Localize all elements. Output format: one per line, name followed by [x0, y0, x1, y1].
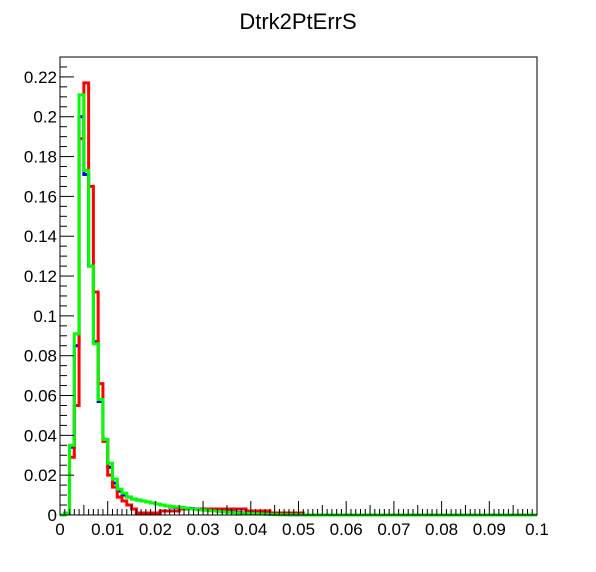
y-tick-label: 0.02 [24, 466, 57, 485]
y-tick-label: 0 [48, 506, 57, 525]
x-tick-label: 0.01 [91, 520, 124, 539]
x-tick-label: 0.1 [525, 520, 549, 539]
x-tick-label: 0.09 [473, 520, 506, 539]
y-tick-label: 0.16 [24, 187, 57, 206]
y-axis: 0 0.02 0.04 0.06 0.08 0.1 0.12 0.14 0.16 0.18 0.2 0… [24, 56, 74, 525]
y-tick-label: 0.22 [24, 68, 57, 87]
y-tick-label: 0.2 [33, 108, 57, 127]
x-tick-label: 0.05 [282, 520, 315, 539]
x-tick-label: 0.06 [330, 520, 363, 539]
y-tick-label: 0.14 [24, 227, 57, 246]
x-tick-label: 0.08 [425, 520, 458, 539]
y-tick-label: 0.12 [24, 267, 57, 286]
y-tick-label: 0.06 [24, 387, 57, 406]
y-tick-label: 0.08 [24, 347, 57, 366]
x-tick-label: 0 [55, 520, 64, 539]
chart-title: Dtrk2PtErrS [239, 9, 356, 34]
x-tick-label: 0.02 [139, 520, 172, 539]
x-tick-label: 0.07 [377, 520, 410, 539]
y-tick-label: 0.04 [24, 426, 57, 445]
y-tick-label: 0.1 [33, 307, 57, 326]
x-tick-label: 0.04 [234, 520, 267, 539]
y-tick-label: 0.18 [24, 148, 57, 167]
x-axis: 0 0.01 0.02 0.03 0.04 0.05 0.06 0.07 0.08 0.09 0.1 [55, 501, 549, 539]
x-tick-label: 0.03 [187, 520, 220, 539]
